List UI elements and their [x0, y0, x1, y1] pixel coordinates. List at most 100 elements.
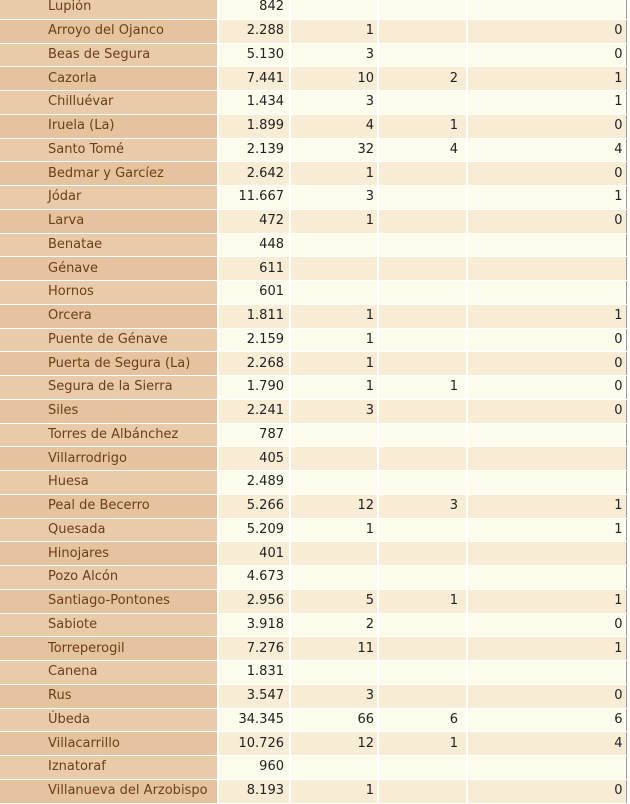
value-cell-4: 1 [378, 375, 468, 400]
value-cell-3: 32 [290, 138, 379, 163]
municipality-name-cell: Torres de Albánchez [0, 423, 219, 448]
value-cell-4: 1 [378, 114, 468, 139]
value-cell-3 [290, 755, 379, 780]
value-cell-4 [378, 755, 468, 780]
value-cell-3: 11 [290, 636, 379, 661]
table-row: Lupión 842 [0, 0, 626, 20]
value-cell-3: 1 [290, 518, 379, 543]
municipality-name-cell: Hinojares [0, 541, 219, 566]
municipality-name-cell: Pozo Alcón [0, 565, 219, 590]
value-cell-4 [378, 565, 468, 590]
table-row: Puente de Génave 2.159 1 0 [0, 328, 626, 353]
value-cell-3: 3 [290, 185, 379, 210]
value-cell-4 [378, 233, 468, 258]
value-cell-5 [467, 256, 626, 281]
value-cell-3 [290, 280, 379, 305]
population-cell: 2.268 [218, 351, 291, 376]
value-cell-4 [378, 470, 468, 495]
value-cell-3: 3 [290, 684, 379, 709]
municipality-name-cell: Benatae [0, 233, 219, 258]
value-cell-3: 1 [290, 304, 379, 329]
municipality-name-cell: Villarrodrigo [0, 446, 219, 471]
value-cell-3: 3 [290, 399, 379, 424]
value-cell-3 [290, 660, 379, 685]
municipality-name-cell: Villacarrillo [0, 731, 219, 756]
value-cell-3: 12 [290, 731, 379, 756]
value-cell-4 [378, 518, 468, 543]
municipality-name-cell: Bedmar y Garcíez [0, 161, 219, 186]
municipality-name-cell: Santiago-Pontones [0, 589, 219, 614]
value-cell-5: 1 [467, 589, 626, 614]
municipality-name-cell: Úbeda [0, 708, 219, 733]
value-cell-5: 1 [467, 66, 626, 91]
value-cell-3: 66 [290, 708, 379, 733]
population-cell: 611 [218, 256, 291, 281]
value-cell-3: 3 [290, 90, 379, 115]
municipality-name-cell: Lupión [0, 0, 219, 20]
population-cell: 7.276 [218, 636, 291, 661]
table-row: Bedmar y Garcíez 2.642 1 0 [0, 161, 626, 186]
value-cell-3: 10 [290, 66, 379, 91]
municipality-name-cell: Cazorla [0, 66, 219, 91]
municipality-name-cell: Santo Tomé [0, 138, 219, 163]
table-row: Villarrodrigo 405 [0, 446, 626, 471]
value-cell-5: 1 [467, 518, 626, 543]
value-cell-5: 1 [467, 494, 626, 519]
municipality-name-cell: Huesa [0, 470, 219, 495]
value-cell-3: 1 [290, 351, 379, 376]
municipality-name-cell: Quesada [0, 518, 219, 543]
table-row: Orcera 1.811 1 1 [0, 304, 626, 329]
municipality-name-cell: Iznatoraf [0, 755, 219, 780]
value-cell-3: 1 [290, 161, 379, 186]
table-row: Arroyo del Ojanco 2.288 1 0 [0, 19, 626, 44]
municipality-name-cell: Arroyo del Ojanco [0, 19, 219, 44]
table-row: Siles 2.241 3 0 [0, 399, 626, 424]
population-cell: 448 [218, 233, 291, 258]
municipality-name-cell: Jódar [0, 185, 219, 210]
value-cell-5 [467, 755, 626, 780]
population-cell: 401 [218, 541, 291, 566]
value-cell-5: 1 [467, 304, 626, 329]
population-cell: 11.667 [218, 185, 291, 210]
value-cell-4 [378, 684, 468, 709]
municipality-name-cell: Puerta de Segura (La) [0, 351, 219, 376]
population-cell: 4.673 [218, 565, 291, 590]
value-cell-5 [467, 423, 626, 448]
table-row: Larva 472 1 0 [0, 209, 626, 234]
table-row: Chilluévar 1.434 3 1 [0, 90, 626, 115]
value-cell-3 [290, 446, 379, 471]
population-cell: 2.642 [218, 161, 291, 186]
value-cell-3: 1 [290, 19, 379, 44]
value-cell-5: 0 [467, 399, 626, 424]
value-cell-5: 1 [467, 90, 626, 115]
table-row: Iruela (La) 1.899 4 1 0 [0, 114, 626, 139]
value-cell-4: 2 [378, 66, 468, 91]
value-cell-5: 0 [467, 328, 626, 353]
municipality-name-cell: Beas de Segura [0, 43, 219, 68]
population-cell: 5.130 [218, 43, 291, 68]
table-row: Canena 1.831 [0, 660, 626, 685]
value-cell-4 [378, 304, 468, 329]
population-cell: 405 [218, 446, 291, 471]
value-cell-4 [378, 19, 468, 44]
value-cell-3: 1 [290, 209, 379, 234]
municipality-name-cell: Larva [0, 209, 219, 234]
value-cell-3: 3 [290, 43, 379, 68]
population-cell: 1.831 [218, 660, 291, 685]
value-cell-5 [467, 541, 626, 566]
value-cell-3: 5 [290, 589, 379, 614]
population-cell: 5.266 [218, 494, 291, 519]
value-cell-4 [378, 541, 468, 566]
value-cell-5 [467, 233, 626, 258]
table-row: Úbeda 34.345 66 6 6 [0, 708, 626, 733]
municipality-name-cell: Puente de Génave [0, 328, 219, 353]
value-cell-4: 1 [378, 589, 468, 614]
table-row: Sabiote 3.918 2 0 [0, 613, 626, 638]
value-cell-4 [378, 399, 468, 424]
table-row: Torres de Albánchez 787 [0, 423, 626, 448]
population-cell: 1.811 [218, 304, 291, 329]
table-row: Huesa 2.489 [0, 470, 626, 495]
value-cell-5: 0 [467, 209, 626, 234]
population-cell: 787 [218, 423, 291, 448]
